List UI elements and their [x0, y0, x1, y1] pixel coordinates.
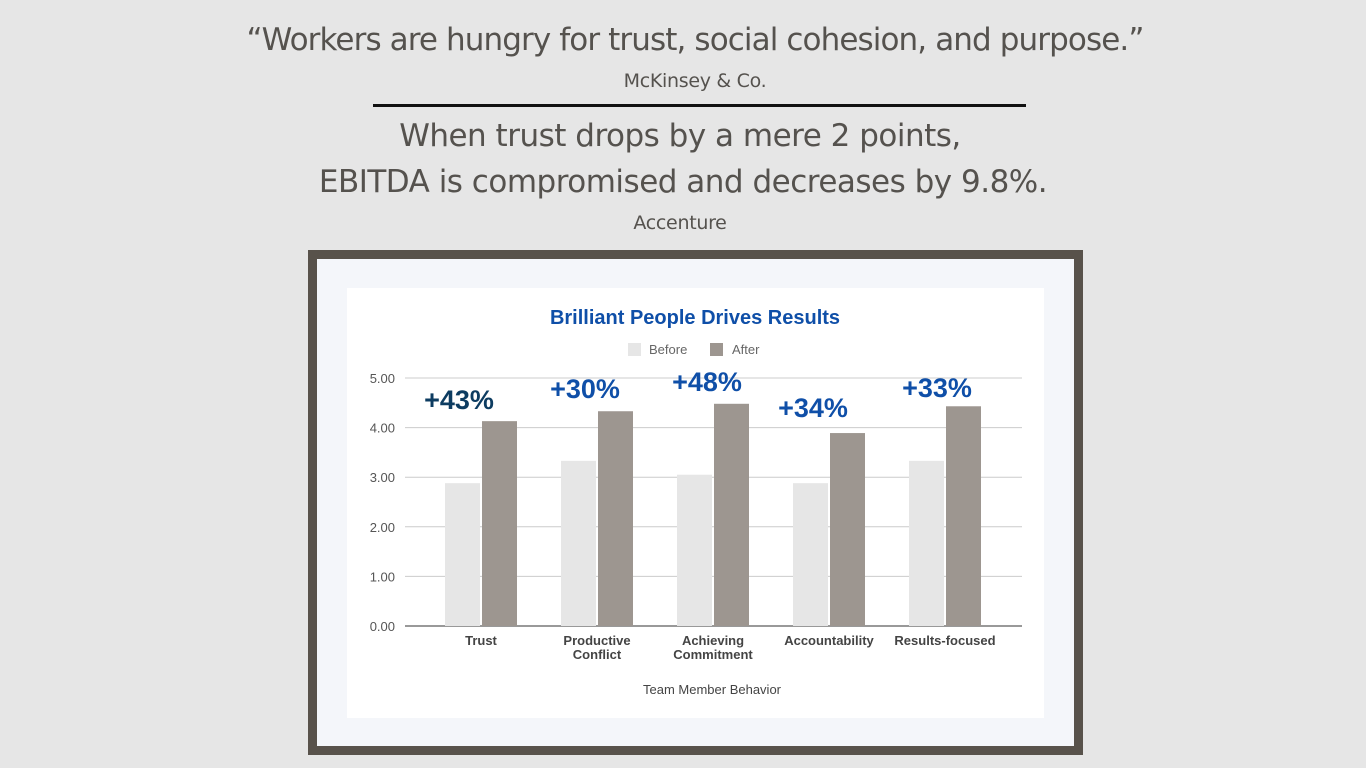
percent-annotation: +33%	[902, 373, 972, 403]
x-tick-label: Achieving Commitment	[673, 633, 753, 662]
chart-card: Brilliant People Drives Results Before Af…	[347, 288, 1044, 718]
percent-annotation: +34%	[778, 393, 848, 423]
bar-before	[909, 460, 944, 626]
y-tick-label: 2.00	[370, 520, 395, 535]
legend-swatch-before	[628, 343, 641, 356]
bar-before	[793, 483, 828, 626]
stat-line-2: EBITDA is compromised and decreases by 9…	[318, 164, 1048, 200]
x-tick-label: Results-focused	[894, 633, 995, 648]
percent-annotation: +30%	[550, 374, 620, 404]
chart-annotations: +43% +30% +48% +34% +33%	[424, 367, 972, 423]
legend-label-after: After	[732, 342, 760, 357]
x-tick-label: Productive Conflict	[563, 633, 630, 662]
percent-annotation: +43%	[424, 385, 494, 415]
chart-bars	[445, 403, 981, 626]
x-tick-label: Trust	[465, 633, 497, 648]
bar-after	[830, 433, 865, 626]
x-tick-label: Accountability	[784, 633, 874, 648]
legend-swatch-after	[710, 343, 723, 356]
legend-label-before: Before	[649, 342, 687, 357]
y-tick-label: 5.00	[370, 371, 395, 386]
stat-source: Accenture	[633, 212, 727, 234]
percent-annotation: +48%	[672, 367, 742, 397]
chart-legend: Before After	[628, 342, 760, 357]
bar-after	[714, 403, 749, 626]
bar-before	[561, 460, 596, 626]
bar-after	[946, 406, 981, 626]
y-tick-label: 4.00	[370, 421, 395, 436]
x-axis-labels: Trust Productive Conflict Achieving Commitme…	[465, 633, 996, 662]
x-axis-title: Team Member Behavior	[643, 682, 782, 697]
quote-source: McKinsey & Co.	[623, 70, 767, 92]
chart-title: Brilliant People Drives Results	[550, 307, 840, 329]
y-tick-label: 1.00	[370, 569, 395, 584]
bar-before	[445, 483, 480, 626]
divider-line	[373, 104, 1026, 107]
quote-text: “Workers are hungry for trust, social co…	[246, 22, 1144, 58]
bar-before	[677, 474, 712, 626]
bar-after	[598, 411, 633, 626]
y-tick-label: 0.00	[370, 619, 395, 634]
stat-line-1: When trust drops by a mere 2 points,	[399, 118, 961, 154]
y-tick-label: 3.00	[370, 470, 395, 485]
bar-after	[482, 421, 517, 626]
bar-chart: Brilliant People Drives Results Before Af…	[370, 307, 1022, 697]
